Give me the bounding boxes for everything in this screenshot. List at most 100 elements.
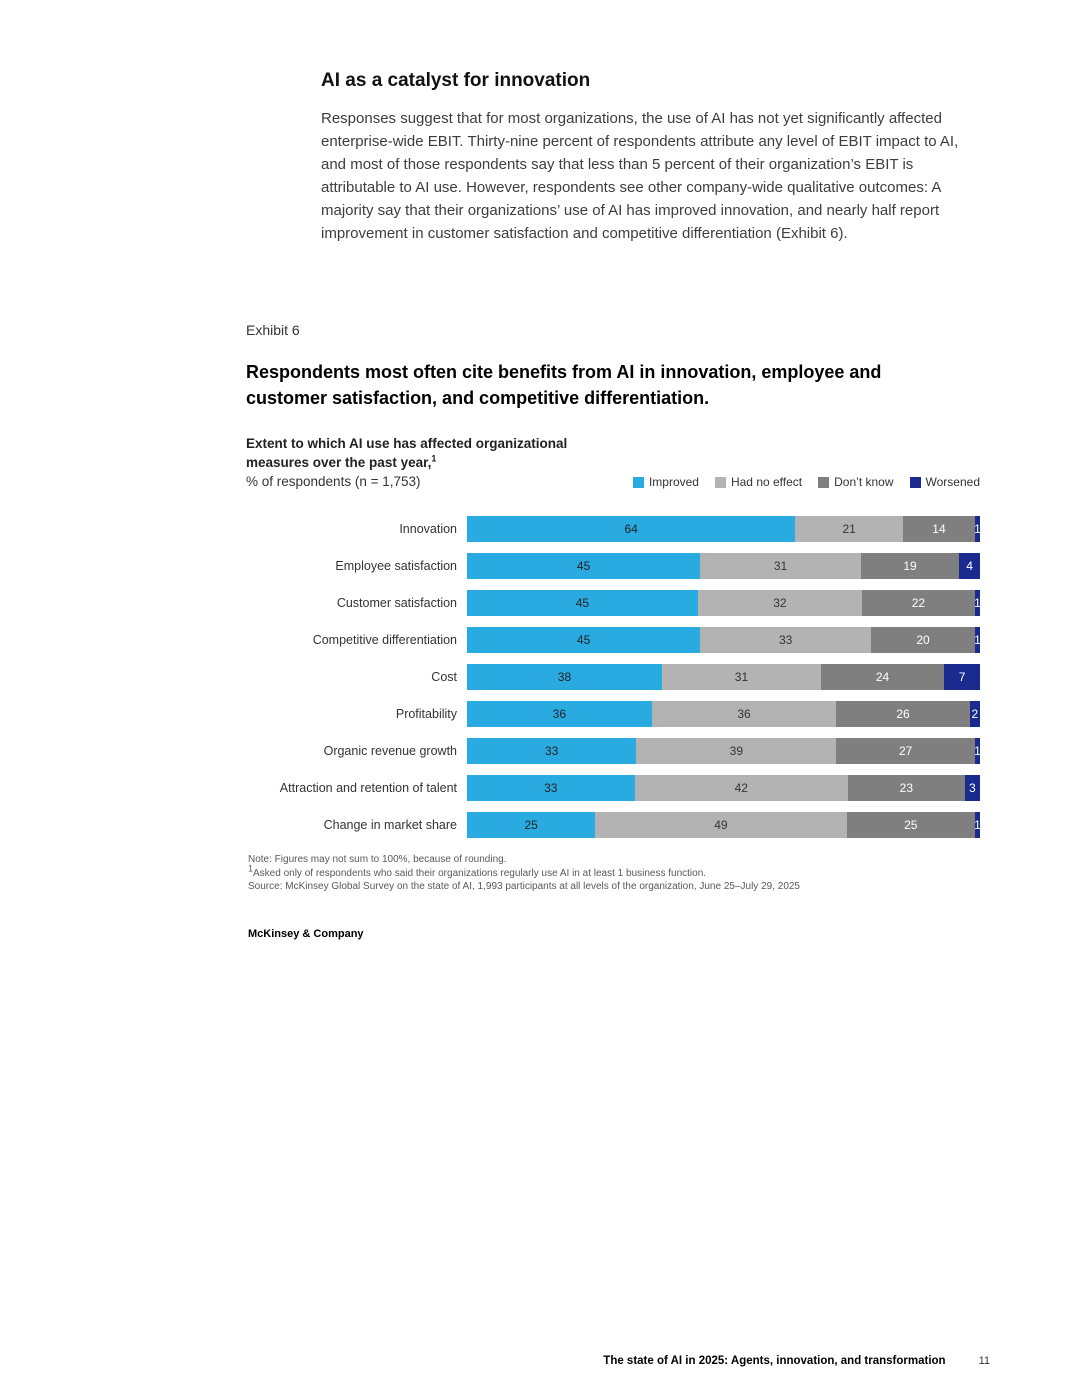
brand-wordmark: McKinsey & Company [248,927,364,940]
legend-swatch-icon [909,476,921,488]
chart-row: Innovation 64 21 14 1 [246,516,981,542]
bar-segment: 7 [944,664,980,690]
bar-stack: 25 49 25 1 [467,812,981,838]
bar-segment: 25 [467,812,596,838]
footnote-marker: 1 [248,863,254,874]
bar-segment: 33 [700,627,872,653]
legend-label: Improved [648,475,699,489]
legend-item: Don’t know [818,475,894,489]
bar-segment: 20 [871,627,975,653]
bar-segment: 1 [974,812,981,838]
bar-segment: 33 [467,775,635,801]
bar-segment: 19 [860,553,960,579]
bar-segment: 4 [959,553,981,579]
legend-label: Worsened [925,475,980,489]
bar-segment: 24 [820,664,945,690]
bar-segment: 45 [467,590,698,616]
bar-stack: 45 33 20 1 [467,627,981,653]
bar-stack: 45 32 22 1 [467,590,981,616]
bar-segment: 3 [964,775,980,801]
category-label: Cost [431,670,457,684]
bar-segment: 25 [846,812,975,838]
footnote-asked: 1Asked only of respondents who said thei… [248,864,980,881]
bar-segment: 1 [974,590,981,616]
stacked-bar-chart: Innovation 64 21 14 1 Employee satisfaction 45… [246,516,981,838]
bar-stack: 45 31 19 4 [467,553,981,579]
category-label: Organic revenue growth [323,744,457,758]
legend-label: Don’t know [834,475,894,489]
chart-row: Cost 38 31 24 7 [246,664,980,690]
legend-label: Had no effect [730,475,803,489]
category-label: Profitability [395,707,457,721]
section-heading: AI as a catalyst for innovation [321,70,591,91]
legend-swatch-icon [632,476,644,488]
bar-segment: 49 [595,812,847,838]
chart-unit-line: % of respondents (n = 1,753) [246,474,421,489]
bar-segment: 64 [467,516,796,542]
exhibit-title: Respondents most often cite benefits fro… [246,362,882,408]
chart-subtitle-block: Extent to which AI use has affected orga… [246,434,633,491]
chart-subtitle: Extent to which AI use has affected orga… [246,434,633,472]
chart-row: Customer satisfaction 45 32 22 1 [246,590,981,616]
chart-row: Competitive differentiation 45 33 20 1 [246,627,981,653]
legend-item: Worsened [909,475,980,489]
intro-section: AI as a catalyst for innovation Response… [321,70,971,245]
bar-segment: 31 [661,664,821,690]
bar-segment: 26 [836,701,970,727]
bar-segment: 45 [467,553,701,579]
chart-row: Attraction and retention of talent 33 42 23… [246,775,980,801]
footnote-note: Note: Figures may not sum to 100%, becau… [248,854,507,865]
bar-segment: 2 [969,701,981,727]
bar-segment: 39 [636,738,837,764]
bar-stack: 64 21 14 1 [467,516,981,542]
chart-row: Organic revenue growth 33 39 27 1 [246,738,981,764]
chart-header: Extent to which AI use has affected orga… [246,434,980,491]
bar-stack: 36 36 26 2 [467,701,981,727]
legend-item: Had no effect [714,475,803,489]
chart-row: Change in market share 25 49 25 1 [246,812,981,838]
category-label: Employee satisfaction [335,559,457,573]
subtitle-footnote-marker: 1 [431,453,437,464]
bar-segment: 23 [847,775,965,801]
bar-segment: 33 [467,738,637,764]
section-paragraph: Responses suggest that for most organiza… [321,110,959,242]
legend-swatch-icon [714,476,726,488]
bar-segment: 1 [974,516,981,542]
chart-row: Employee satisfaction 45 31 19 4 [246,553,981,579]
footnote-text: Asked only of respondents who said their… [253,867,707,879]
footer-page-number: 11 [978,1355,990,1367]
bar-stack: 33 39 27 1 [467,738,981,764]
bar-stack: 38 31 24 7 [467,664,980,690]
exhibit-6: Exhibit 6 Respondents most often cite be… [246,322,981,940]
bar-segment: 1 [974,738,981,764]
chart-rows: Innovation 64 21 14 1 Employee satisfaction 45… [246,516,981,838]
category-label: Change in market share [323,818,457,832]
bar-segment: 42 [634,775,848,801]
bar-segment: 1 [974,627,981,653]
chart-footnotes: Note: Figures may not sum to 100%, becau… [246,853,980,894]
bar-stack: 33 42 23 3 [467,775,980,801]
exhibit-label: Exhibit 6 [246,322,300,338]
bar-segment: 38 [467,664,662,690]
bar-segment: 14 [903,516,975,542]
category-label: Customer satisfaction [336,596,457,610]
bar-segment: 36 [467,701,652,727]
category-label: Competitive differentiation [312,633,457,647]
chart-subtitle-text: Extent to which AI use has affected orga… [246,436,568,470]
bar-segment: 32 [697,590,862,616]
bar-segment: 36 [651,701,837,727]
footer-document-title: The state of AI in 2025: Agents, innovat… [603,1355,946,1367]
page-footer: The state of AI in 2025: Agents, innovat… [603,1355,990,1367]
bar-segment: 27 [836,738,975,764]
category-label: Innovation [399,522,457,536]
bar-segment: 31 [700,553,861,579]
bar-segment: 22 [862,590,975,616]
legend-item: Improved [632,475,699,489]
footnote-source: Source: McKinsey Global Survey on the st… [248,881,800,892]
bar-segment: 21 [795,516,904,542]
category-label: Attraction and retention of talent [279,781,457,795]
bar-segment: 45 [467,627,701,653]
legend-swatch-icon [818,476,830,488]
chart-legend: Improved Had no effect Don’t know Worsened [632,475,980,491]
chart-row: Profitability 36 36 26 2 [246,701,981,727]
